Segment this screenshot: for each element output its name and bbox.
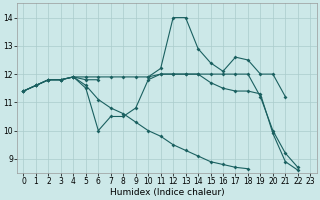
X-axis label: Humidex (Indice chaleur): Humidex (Indice chaleur) <box>109 188 224 197</box>
